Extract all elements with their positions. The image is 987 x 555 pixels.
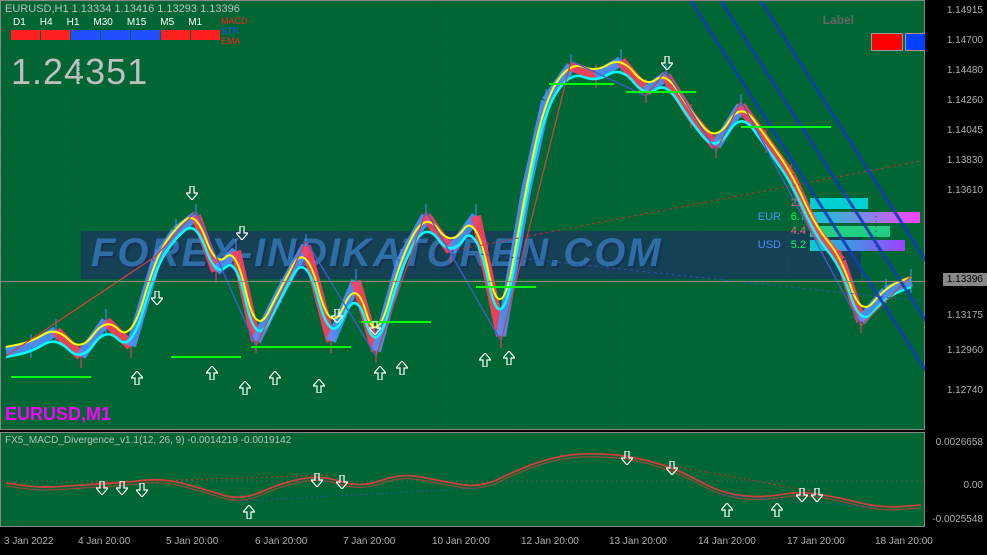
y-tick: 1.14260: [947, 95, 983, 106]
y-tick: 1.12960: [947, 345, 983, 356]
arrow-up-icon: [396, 361, 408, 375]
y-tick: 1.13610: [947, 185, 983, 196]
support-resistance-line: [741, 126, 831, 128]
support-resistance-line: [626, 91, 696, 93]
arrow-down-icon: [331, 309, 343, 323]
arrow-down-icon: [151, 291, 163, 305]
root: EURUSD,H1 1.13334 1.13416 1.13293 1.1339…: [0, 0, 987, 555]
x-tick: 6 Jan 20:00: [255, 536, 307, 547]
y-tick-sub: 0.00: [964, 480, 983, 491]
arrow-down-icon: [661, 56, 673, 70]
arrow-down-icon: [621, 451, 633, 465]
support-resistance-line: [171, 356, 241, 358]
y-tick: 1.12740: [947, 385, 983, 396]
y-tick-sub: -0.0025548: [932, 514, 983, 525]
macd-divergence-panel[interactable]: FX5_MACD_Divergence_v1.1(12, 26, 9) -0.0…: [0, 432, 925, 527]
support-resistance-line: [251, 346, 351, 348]
arrow-up-icon: [721, 503, 733, 517]
macd-canvas: [1, 433, 926, 528]
price-canvas: [1, 1, 926, 431]
arrow-up-icon: [131, 371, 143, 385]
x-tick: 3 Jan 2022: [4, 536, 54, 547]
current-price-tag: 1.13396: [943, 273, 987, 286]
arrow-up-icon: [206, 366, 218, 380]
x-tick: 4 Jan 20:00: [78, 536, 130, 547]
y-tick: 1.14700: [947, 35, 983, 46]
arrow-up-icon: [503, 351, 515, 365]
y-tick: 1.14915: [947, 5, 983, 16]
arrow-down-icon: [186, 186, 198, 200]
arrow-down-icon: [796, 488, 808, 502]
support-resistance-line: [11, 376, 91, 378]
arrow-down-icon: [811, 488, 823, 502]
y-tick: 1.13175: [947, 310, 983, 321]
arrow-up-icon: [771, 503, 783, 517]
arrow-up-icon: [269, 371, 281, 385]
x-tick: 18 Jan 20:00: [875, 536, 933, 547]
x-tick: 17 Jan 20:00: [787, 536, 845, 547]
arrow-down-icon: [116, 481, 128, 495]
y-tick-sub: 0.0026658: [936, 437, 983, 448]
y-tick: 1.13830: [947, 155, 983, 166]
x-tick: 12 Jan 20:00: [521, 536, 579, 547]
x-tick: 7 Jan 20:00: [343, 536, 395, 547]
arrow-down-icon: [311, 473, 323, 487]
arrow-up-icon: [243, 505, 255, 519]
current-price-line: [1, 281, 926, 282]
y-axis-main: 1.13396 1.14915 1.14700 1.14480 1.14260 1.14…: [925, 0, 987, 430]
arrow-down-icon: [96, 481, 108, 495]
arrow-down-icon: [666, 461, 678, 475]
main-chart[interactable]: EURUSD,H1 1.13334 1.13416 1.13293 1.1339…: [0, 0, 925, 430]
pair-label: EURUSD,M1: [5, 404, 111, 425]
y-axis-macd: 0.0026658 0.00 -0.0025548: [925, 432, 987, 527]
support-resistance-line: [549, 83, 614, 85]
y-tick: 1.14045: [947, 125, 983, 136]
x-tick: 14 Jan 20:00: [698, 536, 756, 547]
x-tick: 10 Jan 20:00: [432, 536, 490, 547]
x-tick: 13 Jan 20:00: [609, 536, 667, 547]
arrow-up-icon: [374, 366, 386, 380]
arrow-up-icon: [479, 353, 491, 367]
arrow-up-icon: [313, 379, 325, 393]
arrow-down-icon: [236, 226, 248, 240]
arrow-down-icon: [336, 475, 348, 489]
support-resistance-line: [476, 286, 536, 288]
y-tick: 1.14480: [947, 65, 983, 76]
arrow-up-icon: [239, 381, 251, 395]
arrow-down-icon: [369, 321, 381, 335]
arrow-down-icon: [136, 483, 148, 497]
x-axis: 3 Jan 2022 4 Jan 20:00 5 Jan 20:00 6 Jan 20…: [0, 527, 987, 555]
x-tick: 5 Jan 20:00: [166, 536, 218, 547]
